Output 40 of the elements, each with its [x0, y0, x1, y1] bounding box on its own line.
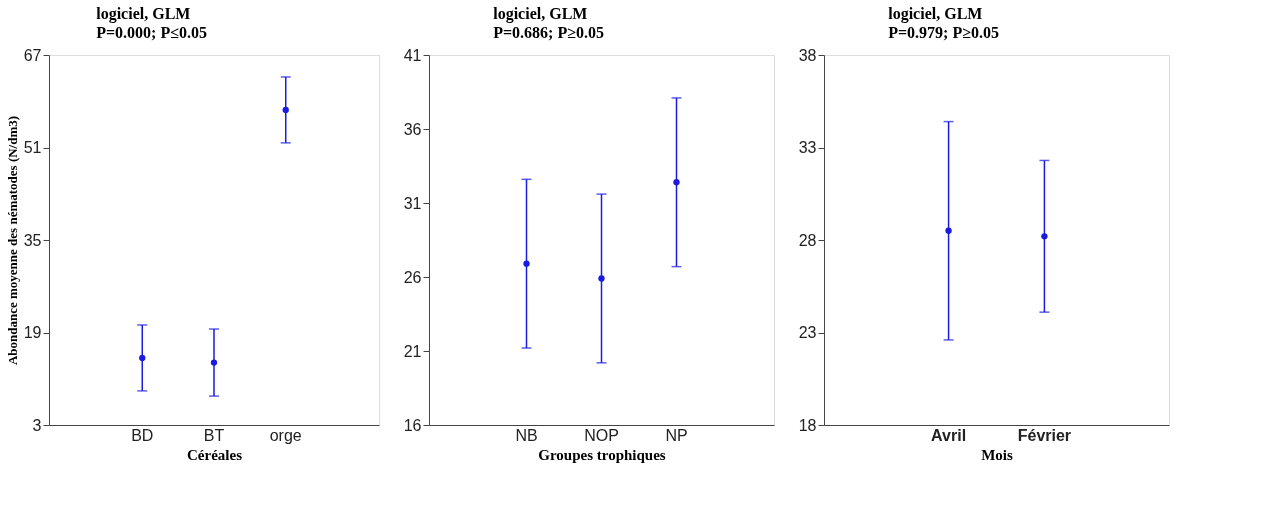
y-tick-label: 19	[23, 324, 42, 341]
chart-subtitle: P=0.686; P≥0.05	[493, 24, 604, 41]
x-axis-title: Céréales	[187, 446, 243, 463]
x-tick-label: NB	[515, 426, 538, 444]
x-tick-label: orge	[269, 426, 302, 444]
point	[210, 359, 218, 366]
point	[523, 260, 530, 267]
x-tick-label: NP	[665, 426, 688, 444]
chart-subtitle: P=0.000; P≤0.05	[96, 24, 207, 41]
y-tick-label: 38	[798, 46, 817, 64]
x-tick-label: BT	[203, 426, 225, 444]
point	[282, 106, 289, 114]
x-axis-title: Mois	[981, 446, 1013, 463]
chart-title: logiciel, GLM	[493, 5, 588, 23]
y-tick-label: 3	[32, 416, 42, 434]
y-tick-label: 33	[798, 139, 817, 156]
point	[673, 179, 680, 186]
chart-title: logiciel, GLM	[888, 5, 983, 23]
x-tick-label: BD	[131, 426, 154, 444]
y-tick-label: 31	[403, 194, 422, 212]
point	[139, 354, 146, 362]
y-axis-title: Abondance moyenne des nématodes (N/dm3)	[4, 115, 20, 366]
y-tick-label: 41	[403, 46, 422, 64]
y-tick-label: 21	[403, 342, 422, 360]
chart-subtitle: P=0.979; P≥0.05	[888, 24, 999, 41]
y-tick-label: 51	[23, 139, 42, 156]
x-axis-title: Groupes trophiques	[538, 446, 666, 463]
y-tick-label: 16	[403, 416, 422, 434]
y-tick-label: 36	[403, 120, 422, 138]
y-tick-label: 26	[403, 268, 422, 286]
y-tick-label: 35	[23, 231, 42, 249]
x-tick-label: Février	[1017, 426, 1072, 444]
x-tick-label: Avril	[931, 426, 967, 444]
y-tick-label: 28	[798, 231, 817, 249]
y-tick-label: 18	[798, 416, 817, 434]
y-tick-label: 67	[23, 46, 42, 64]
x-tick-label: NOP	[584, 426, 619, 444]
point	[598, 275, 605, 282]
chart-title: logiciel, GLM	[96, 5, 191, 23]
y-tick-label: 23	[798, 324, 817, 341]
